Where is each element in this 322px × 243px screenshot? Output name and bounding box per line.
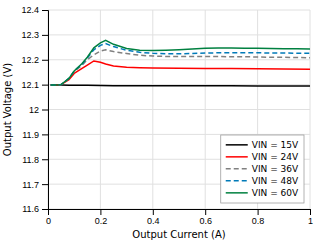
x-tick: 0.8 <box>252 209 265 226</box>
series-line <box>51 84 310 86</box>
y-tick-mark <box>42 159 48 160</box>
y-tick-label: 12.2 <box>21 55 39 65</box>
y-tick-label: 11.8 <box>22 155 39 165</box>
x-tick-mark <box>310 209 311 215</box>
x-tick: 1 <box>308 209 313 226</box>
x-axis: 0 0.2 0.4 0.6 0.8 1 <box>46 209 313 226</box>
x-tick: 0.2 <box>95 209 108 226</box>
y-grid-line <box>48 84 310 85</box>
legend: VIN = 15V VIN = 24V VIN = 36V VIN = 48V VIN … <box>221 135 304 203</box>
y-tick-mark <box>42 184 48 185</box>
x-axis-title: Output Current (A) <box>132 229 225 240</box>
x-tick-label: 0 <box>46 216 51 226</box>
y-tick-label: 11.9 <box>22 130 39 140</box>
y-tick-label: 11.6 <box>22 204 39 214</box>
y-tick-mark <box>42 209 48 210</box>
legend-swatch <box>226 144 248 146</box>
y-tick-mark <box>42 35 48 36</box>
y-tick: 12.3 <box>21 30 48 40</box>
legend-label: VIN = 48V <box>252 176 299 186</box>
x-tick-label: 1 <box>308 216 313 226</box>
y-tick-label: 12 <box>29 105 39 115</box>
y-tick-label: 12.1 <box>21 80 39 90</box>
y-tick: 11.6 <box>22 204 48 214</box>
x-tick-label: 0.2 <box>95 216 108 226</box>
y-tick-label: 12.3 <box>21 30 39 40</box>
y-tick-mark <box>42 134 48 135</box>
legend-frame <box>221 135 304 203</box>
legend-label: VIN = 36V <box>252 164 299 174</box>
legend-swatch <box>226 156 248 158</box>
chart: 0 0.2 0.4 0.6 0.8 1 11.6 11.7 11.8 11.9 12 12.1 12.2… <box>0 0 322 243</box>
series-line <box>51 40 310 85</box>
y-tick: 11.7 <box>22 180 48 190</box>
y-axis-title: Output Voltage (V) <box>2 63 13 156</box>
legend-item: VIN = 48V <box>226 176 299 186</box>
legend-label: VIN = 60V <box>252 188 299 198</box>
x-tick: 0 <box>46 209 51 226</box>
y-tick-mark <box>42 85 48 86</box>
y-tick-mark <box>42 110 48 111</box>
y-tick-label: 12.4 <box>21 5 39 15</box>
x-tick-label: 0.8 <box>252 216 265 226</box>
y-tick-label: 11.7 <box>22 180 39 190</box>
legend-swatch <box>226 192 248 194</box>
y-tick: 11.9 <box>22 130 48 140</box>
x-tick-mark <box>258 209 259 215</box>
x-tick-mark <box>205 209 206 215</box>
x-tick-mark <box>100 209 101 215</box>
y-tick-mark <box>42 60 48 61</box>
series-line <box>51 61 310 85</box>
legend-item: VIN = 24V <box>226 152 299 162</box>
lines <box>51 40 310 86</box>
y-grid-line <box>48 59 310 60</box>
y-tick: 12.1 <box>21 80 48 90</box>
y-tick: 12 <box>29 105 48 115</box>
legend-label: VIN = 24V <box>252 152 299 162</box>
y-tick: 12.2 <box>21 55 48 65</box>
x-tick: 0.6 <box>199 209 212 226</box>
legend-swatch <box>226 180 248 182</box>
x-tick-label: 0.4 <box>147 216 160 226</box>
y-grid-line <box>48 109 310 110</box>
legend-item: VIN = 36V <box>226 164 299 174</box>
y-grid-line <box>48 10 310 11</box>
legend-swatch <box>226 168 248 170</box>
legend-item: VIN = 15V <box>226 140 299 150</box>
y-axis-line <box>42 11 49 210</box>
y-tick: 12.4 <box>21 5 48 15</box>
y-tick: 11.8 <box>22 155 48 165</box>
legend-label: VIN = 15V <box>252 140 299 150</box>
legend-item: VIN = 60V <box>226 188 299 198</box>
grid <box>48 10 310 209</box>
x-axis-line <box>49 210 311 216</box>
y-tick-mark <box>42 10 48 11</box>
y-axis: 11.6 11.7 11.8 11.9 12 12.1 12.2 12.3 12.4 <box>21 5 48 214</box>
x-tick-label: 0.6 <box>199 216 212 226</box>
x-tick-mark <box>153 209 154 215</box>
x-tick: 0.4 <box>147 209 160 226</box>
y-grid-line <box>48 34 310 35</box>
plot: 0 0.2 0.4 0.6 0.8 1 11.6 11.7 11.8 11.9 12 12.1 12.2… <box>21 5 313 226</box>
